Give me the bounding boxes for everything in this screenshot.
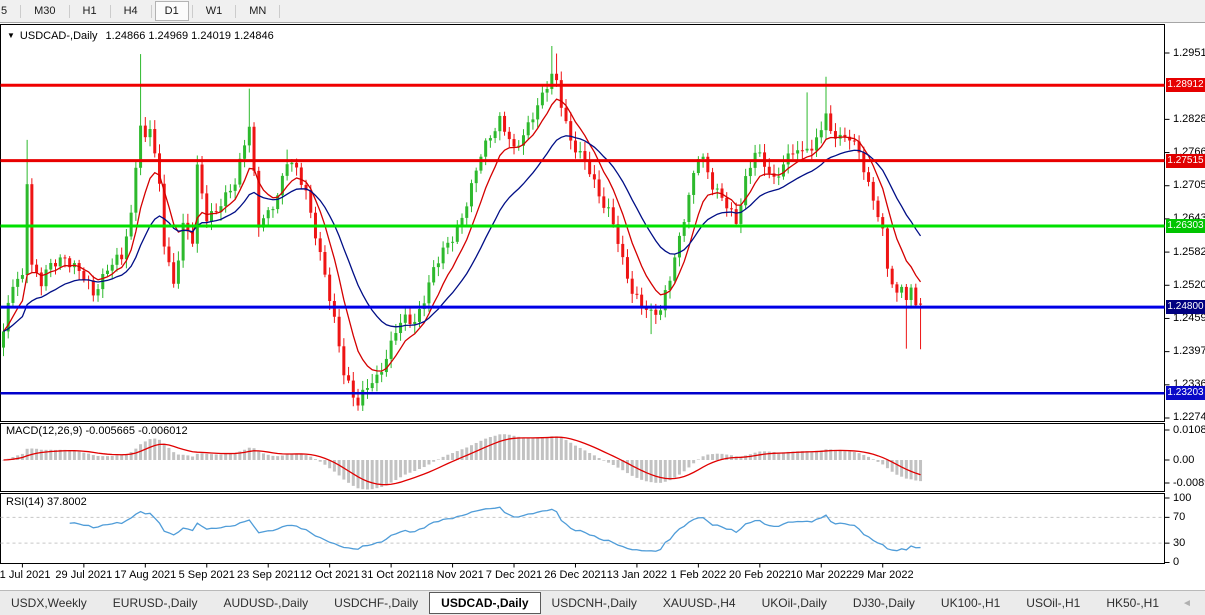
date-axis-label: 1 Feb 2022 (670, 569, 727, 581)
macd-axis-label: 0.010869 (1173, 423, 1205, 436)
price-axis-label: 1.25820 (1173, 245, 1205, 258)
level-price-badge-1.23203: 1.23203 (1166, 386, 1205, 401)
level-price-badge-1.27515: 1.27515 (1166, 153, 1205, 168)
level-price-badge-1.24800: 1.24800 (1166, 300, 1205, 315)
date-axis-label: 5 Sep 2021 (178, 569, 235, 581)
date-axis-label: 31 Oct 2021 (361, 569, 422, 581)
axis-ticks (21, 52, 1170, 568)
date-axis-label: 11 Jul 2021 (0, 569, 51, 581)
rsi-name: RSI(14) (6, 496, 44, 508)
macd-series (2, 434, 923, 490)
date-axis-label: 12 Oct 2021 (299, 569, 360, 581)
rsi-pane-border (0, 493, 1165, 564)
symbol-tab-bar: USDX,Weekly EURUSD-,Daily AUDUSD-,Daily USD… (0, 590, 1205, 615)
macd-axis-label: -0.008974 (1173, 476, 1205, 489)
date-axis-label: 29 Jul 2021 (55, 569, 113, 581)
toolbar-separator (109, 4, 111, 18)
price-axis-label: 1.27050 (1173, 179, 1205, 192)
tabs-scroll-right-icon[interactable]: ► (1200, 596, 1205, 611)
timeframe-button-5[interactable]: 5 (1, 5, 8, 17)
price-axis-label: 1.29510 (1173, 46, 1205, 59)
timeframe-button-h1[interactable]: H1 (82, 5, 97, 17)
date-axis-label: 26 Dec 2021 (544, 569, 607, 581)
date-axis-label: 20 Feb 2022 (728, 569, 791, 581)
rsi-axis-label: 70 (1173, 510, 1186, 523)
tab-uk100-h1[interactable]: UK100-,H1 (940, 596, 1001, 610)
level-price-badge-1.28912: 1.28912 (1166, 78, 1205, 93)
macd-axis-label: 0.00 (1173, 453, 1195, 466)
price-axis-label: 1.22745 (1173, 411, 1205, 424)
rsi-current-value: 37.8002 (46, 496, 87, 508)
tab-usdx-weekly[interactable]: USDX,Weekly (11, 596, 87, 610)
macd-name: MACD(12,26,9) (6, 425, 83, 437)
macd-pane-border (0, 423, 1165, 492)
date-axis-label: 13 Jan 2022 (606, 569, 668, 581)
macd-indicator-label: MACD(12,26,9) -0.005665 -0.006012 (6, 425, 188, 437)
tab-hk50-h1[interactable]: HK50-,H1 (1106, 596, 1159, 610)
tab-usdcad-daily[interactable]: USDCAD-,Daily (429, 592, 541, 614)
level-price-badge-1.26303: 1.26303 (1166, 219, 1205, 234)
toolbar-separator (150, 4, 152, 18)
rsi-line (69, 506, 921, 552)
tab-usdchf-daily[interactable]: USDCHF-,Daily (334, 596, 419, 610)
tabs-scroll-left-icon[interactable]: ◄ (1182, 597, 1192, 609)
tab-ukoil-daily[interactable]: UKOil-,Daily (761, 596, 827, 610)
timeframe-button-h4[interactable]: H4 (123, 5, 138, 17)
chart-ohlc-values: 1.24866 1.24969 1.24019 1.24846 (105, 30, 274, 42)
chart-menu-triangle-icon[interactable]: ▼ (7, 31, 15, 40)
price-axis-label: 1.28280 (1173, 112, 1205, 125)
price-axis-label: 1.25205 (1173, 278, 1205, 291)
rsi-axis-label: 30 (1173, 536, 1186, 549)
date-axis-label: 18 Nov 2021 (421, 569, 484, 581)
timeframe-toolbar: 5 M30 H1 H4 D1 W1 MN (0, 0, 1205, 23)
date-axis-label: 29 Mar 2022 (851, 569, 914, 581)
rsi-series (0, 506, 1165, 552)
macd-signal-line (3, 436, 921, 486)
tab-usdcnh-daily[interactable]: USDCNH-,Daily (551, 596, 637, 610)
toolbar-separator (235, 4, 237, 18)
price-axis-label: 1.24590 (1173, 311, 1205, 324)
chart-symbol-label: USDCAD-,Daily (19, 30, 98, 42)
macd-current-values: -0.005665 -0.006012 (85, 425, 188, 437)
tab-xauusd-h4[interactable]: XAUUSD-,H4 (662, 596, 736, 610)
rsi-indicator-label: RSI(14) 37.8002 (6, 496, 87, 508)
toolbar-separator (279, 4, 281, 18)
tab-usoil-h1[interactable]: USOil-,H1 (1026, 596, 1081, 610)
fast-ma-line (2, 98, 922, 372)
chart-title: ▼ USDCAD-,Daily 1.24866 1.24969 1.24019 1.… (7, 30, 274, 42)
timeframe-button-m30[interactable]: M30 (34, 5, 56, 17)
toolbar-separator (191, 4, 193, 18)
tab-dj30-daily[interactable]: DJ30-,Daily (852, 596, 915, 610)
timeframe-button-w1[interactable]: W1 (205, 5, 223, 17)
slow-ma-line (3, 135, 922, 332)
toolbar-separator (68, 4, 70, 18)
candlestick-series (2, 45, 923, 411)
date-axis-label: 17 Aug 2021 (114, 569, 177, 581)
price-axis-label: 1.23975 (1173, 345, 1205, 358)
tab-audusd-daily[interactable]: AUDUSD-,Daily (223, 596, 309, 610)
timeframe-button-mn[interactable]: MN (249, 5, 267, 17)
rsi-axis-label: 0 (1173, 556, 1180, 568)
main-pane-border (0, 24, 1165, 422)
date-axis-label: 10 Mar 2022 (790, 569, 853, 581)
tab-eurusd-daily[interactable]: EURUSD-,Daily (112, 596, 198, 610)
rsi-axis-label: 100 (1173, 491, 1192, 504)
date-axis-label: 7 Dec 2021 (485, 569, 543, 581)
date-axis-label: 23 Sep 2021 (237, 569, 300, 581)
timeframe-button-d1[interactable]: D1 (154, 1, 189, 21)
toolbar-separator (20, 4, 22, 18)
